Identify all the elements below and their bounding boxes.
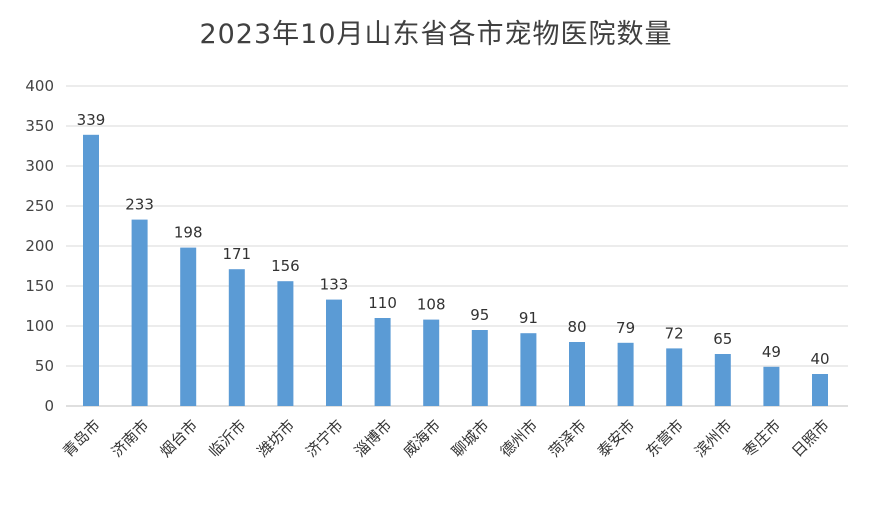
- data-label: 233: [125, 196, 154, 214]
- chart-title: 2023年10月山东省各市宠物医院数量: [199, 19, 673, 50]
- bar: [228, 269, 245, 406]
- data-label: 80: [567, 318, 586, 336]
- data-label: 95: [470, 306, 489, 324]
- y-tick-label: 400: [25, 77, 54, 95]
- y-tick-label: 250: [25, 197, 54, 215]
- x-tick-label: 德州市: [497, 416, 542, 461]
- y-tick-label: 350: [25, 117, 54, 135]
- x-tick-label: 淄博市: [351, 416, 396, 461]
- x-tick-label: 日照市: [788, 416, 833, 461]
- y-tick-label: 300: [25, 157, 54, 175]
- x-tick-label: 济宁市: [302, 416, 347, 461]
- data-label: 339: [77, 111, 106, 129]
- y-tick-label: 150: [25, 277, 54, 295]
- x-tick-label: 威海市: [399, 416, 444, 461]
- x-tick-label: 临沂市: [205, 416, 250, 461]
- x-tick-label: 聊城市: [448, 416, 493, 461]
- data-label: 79: [616, 319, 635, 337]
- x-tick-label: 东营市: [642, 416, 687, 461]
- data-label: 108: [417, 296, 446, 314]
- data-label: 198: [174, 224, 203, 242]
- bars: [83, 134, 828, 407]
- bar: [520, 333, 537, 406]
- data-label: 171: [222, 245, 251, 263]
- bar: [471, 330, 488, 406]
- bar: [666, 348, 683, 406]
- y-tick-label: 100: [25, 317, 54, 335]
- x-tick-label: 潍坊市: [254, 416, 299, 461]
- bar: [374, 318, 391, 406]
- x-tick-label: 济南市: [108, 416, 153, 461]
- x-tick-label: 烟台市: [156, 416, 201, 461]
- data-label: 65: [713, 330, 732, 348]
- y-tick-label: 200: [25, 237, 54, 255]
- x-tick-label: 泰安市: [594, 416, 639, 461]
- bar: [131, 219, 148, 406]
- y-axis-ticks: 0 50 100 150 200 250 300 350 400: [25, 77, 54, 415]
- bar: [569, 342, 585, 406]
- data-label: 49: [762, 343, 781, 361]
- data-label: 156: [271, 257, 300, 275]
- y-tick-label: 50: [35, 357, 54, 375]
- bar: [617, 342, 634, 406]
- bar: [326, 299, 342, 406]
- data-label: 72: [665, 324, 684, 342]
- y-tick-label: 0: [44, 397, 54, 415]
- bar: [812, 374, 828, 406]
- x-tick-label: 滨州市: [691, 416, 736, 461]
- data-labels: 339 233 198 171 156 133 110 108 95 91 80 79 72 65 49 40: [77, 111, 830, 368]
- bar: [277, 281, 294, 406]
- x-axis-ticks: 青岛市 济南市 烟台市 临沂市 潍坊市 济宁市 淄博市 威海市 聊城市 德州市 菏泽市 泰安市 东营市滨…: [59, 416, 833, 461]
- x-tick-label: 青岛市: [59, 416, 104, 461]
- bar: [180, 247, 197, 406]
- bar: [83, 134, 99, 407]
- data-label: 40: [810, 350, 829, 368]
- bar: [763, 366, 780, 406]
- bar: [423, 319, 440, 406]
- data-label: 133: [320, 276, 349, 294]
- bar: [714, 354, 731, 406]
- data-label: 110: [368, 294, 397, 312]
- data-label: 91: [519, 309, 538, 327]
- x-tick-label: 枣庄市: [740, 416, 785, 461]
- gridlines: [66, 85, 848, 407]
- x-tick-label: 菏泽市: [545, 416, 590, 461]
